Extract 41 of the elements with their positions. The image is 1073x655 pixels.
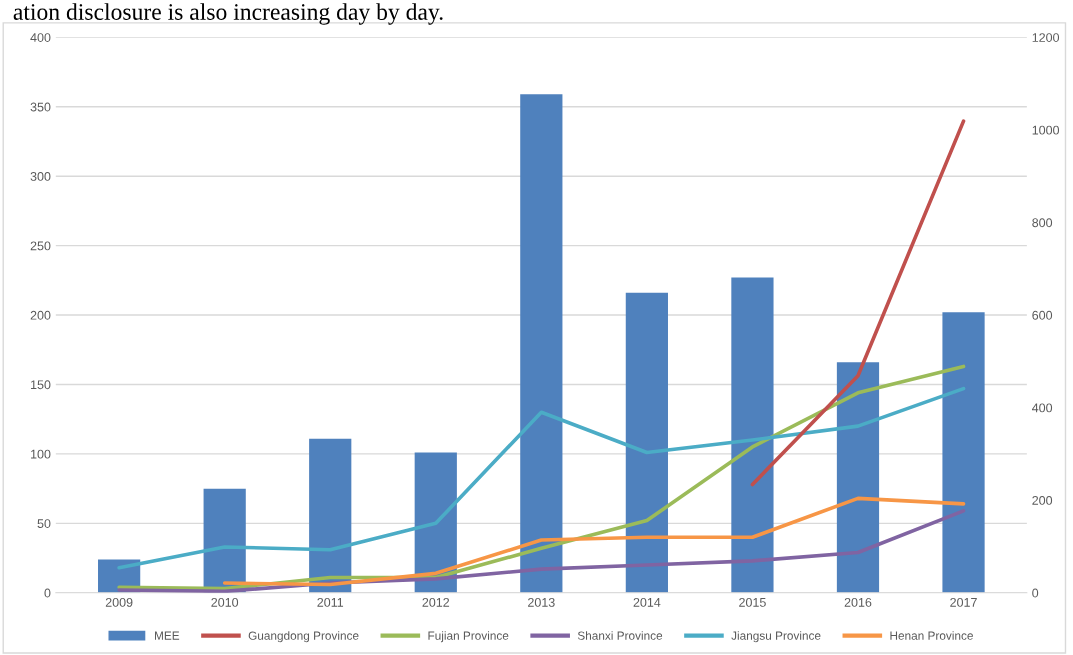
x-tick-label: 2012	[422, 597, 450, 607]
bar	[942, 312, 985, 593]
x-tick-label: 2014	[633, 597, 661, 607]
y2-tick-label: 1000	[1032, 125, 1060, 135]
x-tick-label: 2017	[950, 597, 977, 607]
bar	[836, 362, 880, 593]
y-tick-label: 100	[31, 449, 51, 459]
x-tick-label: 2009	[105, 597, 133, 607]
legend-label: Fujian Province	[428, 631, 509, 643]
y-tick-label: 50	[37, 519, 51, 528]
y2-tick-label: 1200	[1032, 33, 1060, 42]
line-series	[117, 386, 966, 570]
x-tick-label: 2011	[317, 597, 344, 607]
y-tick-label: 400	[30, 33, 51, 42]
bar	[309, 438, 352, 593]
legend-label: MEE	[155, 631, 180, 640]
legend-label: Jiangsu Province	[731, 631, 821, 643]
text: ation disclosure is also increasing day by day.	[13, 3, 443, 25]
y-tick-label: 250	[30, 241, 51, 251]
y-tick-label: 350	[30, 102, 51, 112]
y2-tick-label: 600	[1032, 310, 1053, 320]
legend-label: Guangdong Province	[248, 631, 359, 643]
y2-tick-label: 0	[1032, 588, 1039, 598]
x-tick-label: 2013	[528, 597, 555, 607]
y-tick-label: 300	[30, 172, 51, 181]
bar	[520, 94, 563, 593]
line-series	[117, 509, 966, 593]
x-tick-label: 2010	[211, 597, 239, 607]
legend-label: Shanxi Province	[577, 631, 663, 640]
y-tick-label: 200	[30, 310, 51, 320]
y2-tick-label: 400	[1032, 403, 1053, 413]
x-tick-label: 2016	[844, 597, 872, 607]
y-tick-label: 0	[44, 588, 51, 598]
y2-tick-label: 800	[1032, 218, 1053, 228]
bar	[731, 277, 774, 593]
legend-label: Henan Province	[890, 631, 973, 640]
bar	[625, 292, 668, 593]
y-tick-label: 150	[31, 380, 51, 390]
line-series	[222, 496, 966, 587]
x-tick-label: 2015	[739, 597, 766, 607]
y2-tick-label: 200	[1032, 496, 1053, 505]
